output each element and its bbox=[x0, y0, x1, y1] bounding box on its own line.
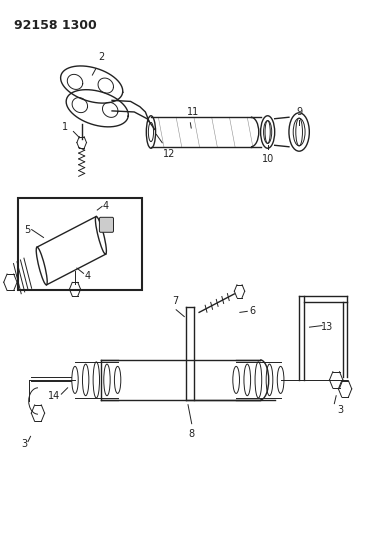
Text: 8: 8 bbox=[189, 429, 195, 439]
Text: 12: 12 bbox=[162, 149, 175, 159]
Text: 9: 9 bbox=[296, 107, 302, 117]
Text: 3: 3 bbox=[21, 439, 27, 449]
FancyBboxPatch shape bbox=[99, 217, 114, 232]
Text: 1: 1 bbox=[62, 122, 68, 132]
Text: 4: 4 bbox=[103, 201, 109, 212]
Text: 92158 1300: 92158 1300 bbox=[14, 19, 97, 31]
Text: 5: 5 bbox=[24, 224, 30, 235]
Text: 13: 13 bbox=[321, 322, 333, 332]
Text: 6: 6 bbox=[250, 306, 256, 316]
Text: 4: 4 bbox=[84, 271, 90, 281]
Text: 7: 7 bbox=[172, 296, 178, 306]
Text: 3: 3 bbox=[337, 406, 343, 416]
Text: 10: 10 bbox=[262, 154, 274, 164]
Text: 2: 2 bbox=[98, 52, 104, 62]
Text: 11: 11 bbox=[187, 107, 200, 117]
Text: 14: 14 bbox=[48, 391, 60, 401]
